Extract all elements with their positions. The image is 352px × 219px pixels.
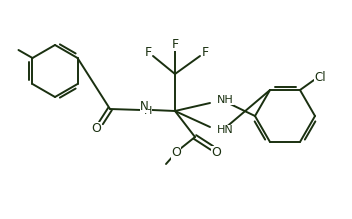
Text: H: H <box>144 106 152 116</box>
Text: F: F <box>201 46 209 60</box>
Text: O: O <box>171 147 181 159</box>
Text: F: F <box>144 46 152 60</box>
Text: F: F <box>171 37 178 51</box>
Text: O: O <box>211 145 221 159</box>
Text: O: O <box>91 122 101 134</box>
Text: Cl: Cl <box>314 71 326 83</box>
Text: HN: HN <box>217 125 234 135</box>
Text: N: N <box>140 99 149 113</box>
Text: NH: NH <box>217 95 234 105</box>
